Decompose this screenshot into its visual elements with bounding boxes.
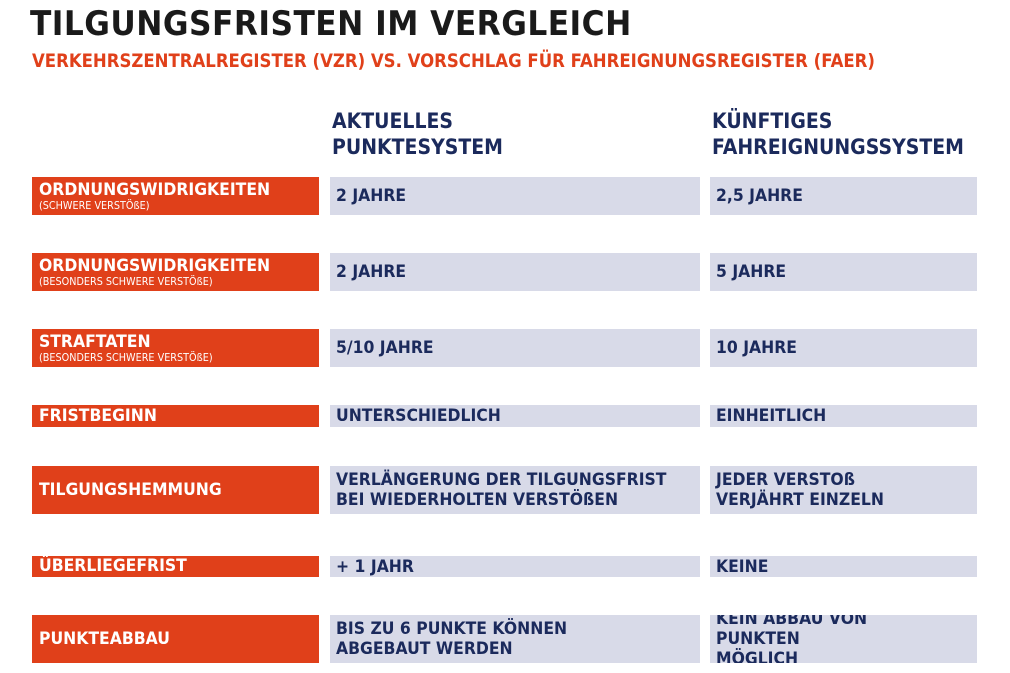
cell-current: VERLÄNGERUNG DER TILGUNGSFRIST BEI WIEDE… <box>330 466 700 514</box>
row-label: ÜBERLIEGEFRIST <box>32 556 319 577</box>
row-label: ORDNUNGSWIDRIGKEITEN (SCHWERE VERSTÖßE) <box>32 177 319 215</box>
cell-current-text: 2 JAHRE <box>336 262 407 282</box>
cell-current: UNTERSCHIEDLICH <box>330 405 700 427</box>
row-label: FRISTBEGINN <box>32 405 319 427</box>
column-header-current: AKTUELLES PUNKTESYSTEM <box>332 109 503 159</box>
cell-current: 2 JAHRE <box>330 253 700 291</box>
row-label: STRAFTATEN (BESONDERS SCHWERE VERSTÖßE) <box>32 329 319 367</box>
cell-future-text: EINHEITLICH <box>716 406 827 426</box>
cell-future-text: 10 JAHRE <box>716 338 797 358</box>
cell-current-text: + 1 JAHR <box>336 556 414 577</box>
cell-future: 10 JAHRE <box>710 329 977 367</box>
cell-future: KEIN ABBAU VON PUNKTEN MÖGLICH <box>710 615 977 663</box>
cell-future: JEDER VERSTOß VERJÄHRT EINZELN <box>710 466 977 514</box>
cell-current-text: 5/10 JAHRE <box>336 338 434 358</box>
cell-future: 2,5 JAHRE <box>710 177 977 215</box>
page-subtitle: VERKEHRSZENTRALREGISTER (VZR) VS. VORSCH… <box>32 50 875 72</box>
cell-future-text: KEIN ABBAU VON PUNKTEN MÖGLICH <box>716 615 868 663</box>
row-label-main: PUNKTEABBAU <box>39 628 170 649</box>
cell-current-text: BIS ZU 6 PUNKTE KÖNNEN ABGEBAUT WERDEN <box>336 619 568 659</box>
cell-current-text: 2 JAHRE <box>336 186 407 206</box>
cell-future-text: 2,5 JAHRE <box>716 186 803 206</box>
cell-current-text: UNTERSCHIEDLICH <box>336 406 501 426</box>
cell-future: 5 JAHRE <box>710 253 977 291</box>
row-label-main: ÜBERLIEGEFRIST <box>39 556 187 576</box>
row-label-main: ORDNUNGSWIDRIGKEITEN <box>39 255 271 276</box>
row-label-sub: (SCHWERE VERSTÖßE) <box>39 199 150 212</box>
row-label-sub: (BESONDERS SCHWERE VERSTÖßE) <box>39 275 213 288</box>
row-label-main: STRAFTATEN <box>39 331 151 352</box>
cell-future: KEINE <box>710 556 977 577</box>
row-label: TILGUNGSHEMMUNG <box>32 466 319 514</box>
cell-current: BIS ZU 6 PUNKTE KÖNNEN ABGEBAUT WERDEN <box>330 615 700 663</box>
row-label-main: FRISTBEGINN <box>39 405 157 426</box>
cell-future-text: JEDER VERSTOß VERJÄHRT EINZELN <box>716 470 884 510</box>
cell-future-text: KEINE <box>716 556 769 577</box>
row-label: PUNKTEABBAU <box>32 615 319 663</box>
row-label-main: TILGUNGSHEMMUNG <box>39 479 222 500</box>
cell-future-text: 5 JAHRE <box>716 262 787 282</box>
cell-current-text: VERLÄNGERUNG DER TILGUNGSFRIST BEI WIEDE… <box>336 470 667 510</box>
page-title: TILGUNGSFRISTEN IM VERGLEICH <box>30 4 632 44</box>
cell-current: + 1 JAHR <box>330 556 700 577</box>
column-header-future: KÜNFTIGES FAHREIGNUNGSSYSTEM <box>712 109 964 159</box>
cell-current: 5/10 JAHRE <box>330 329 700 367</box>
row-label-main: ORDNUNGSWIDRIGKEITEN <box>39 179 271 200</box>
row-label-sub: (BESONDERS SCHWERE VERSTÖßE) <box>39 351 213 364</box>
row-label: ORDNUNGSWIDRIGKEITEN (BESONDERS SCHWERE … <box>32 253 319 291</box>
cell-current: 2 JAHRE <box>330 177 700 215</box>
cell-future: EINHEITLICH <box>710 405 977 427</box>
